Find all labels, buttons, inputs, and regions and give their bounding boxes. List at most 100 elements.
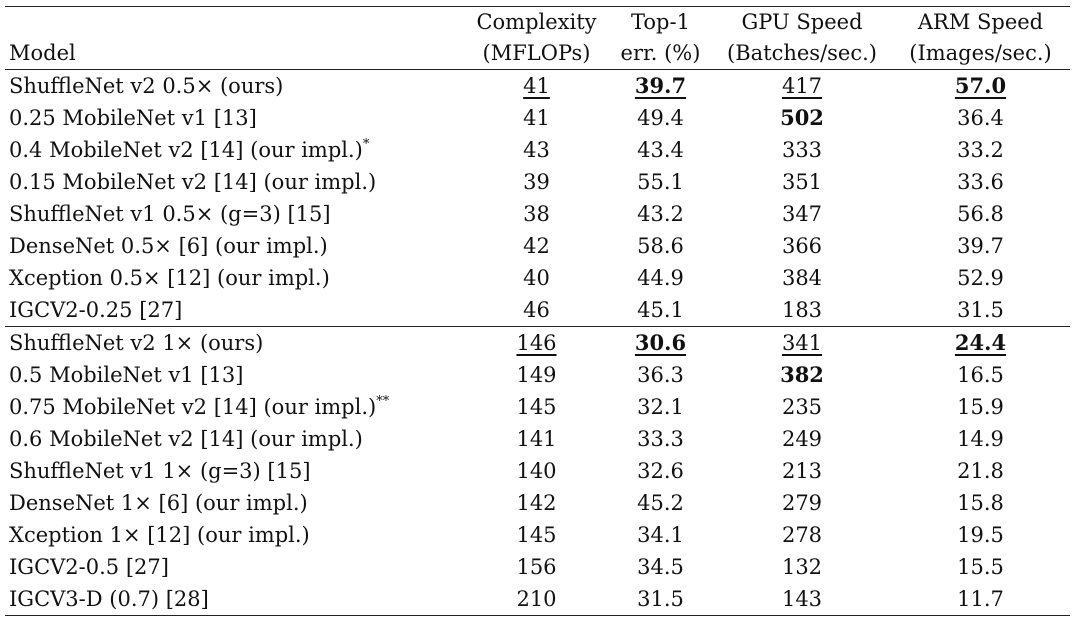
model-name: DenseNet 1× [6] (our impl.) xyxy=(9,491,308,515)
complexity-value: 149 xyxy=(516,363,557,387)
gpu-value: 417 xyxy=(781,74,823,98)
gpu-cell: 366 xyxy=(713,230,891,262)
model-name: 0.15 MobileNet v2 [14] (our impl.) xyxy=(9,170,377,194)
arm-value: 21.8 xyxy=(957,459,1004,483)
top1-cell: 32.6 xyxy=(608,455,713,487)
top1-value: 39.7 xyxy=(634,73,687,98)
complexity-value: 41 xyxy=(523,106,550,130)
table-group-0: ShuffleNet v2 0.5× (ours) 41 39.7 417 57.0 0.… xyxy=(5,69,1070,327)
arm-cell: 14.9 xyxy=(891,423,1070,455)
top1-cell: 49.4 xyxy=(608,102,713,134)
footnote-marker: ** xyxy=(376,394,390,409)
model-name-cell: IGCV3-D (0.7) [28] xyxy=(5,583,465,616)
top1-cell: 58.6 xyxy=(608,230,713,262)
top1-cell: 32.1 xyxy=(608,391,713,423)
table-row: 0.5 MobileNet v1 [13] 149 36.3 382 16.5 xyxy=(5,359,1070,391)
gpu-value: 213 xyxy=(781,459,823,483)
complexity-cell: 146 xyxy=(465,326,608,359)
model-name: 0.6 MobileNet v2 [14] (our impl.) xyxy=(9,427,363,451)
arm-value: 19.5 xyxy=(957,523,1004,547)
arm-cell: 39.7 xyxy=(891,230,1070,262)
complexity-cell: 41 xyxy=(465,69,608,102)
top1-cell: 44.9 xyxy=(608,262,713,294)
arm-value: 14.9 xyxy=(957,427,1004,451)
gpu-value: 333 xyxy=(781,138,823,162)
top1-cell: 30.6 xyxy=(608,326,713,359)
table-row: Xception 0.5× [12] (our impl.) 40 44.9 384 5… xyxy=(5,262,1070,294)
comparison-table: Model Complexity (MFLOPs) Top-1 err. (%)… xyxy=(5,6,1070,616)
model-name: Xception 1× [12] (our impl.) xyxy=(9,523,310,547)
top1-value: 43.2 xyxy=(637,202,684,226)
complexity-value: 39 xyxy=(523,170,550,194)
complexity-value: 145 xyxy=(516,523,557,547)
arm-cell: 33.6 xyxy=(891,166,1070,198)
top1-value: 45.2 xyxy=(637,491,684,515)
model-name: 0.75 MobileNet v2 [14] (our impl.) xyxy=(9,395,377,419)
complexity-value: 156 xyxy=(516,555,557,579)
table-row: ShuffleNet v2 1× (ours) 146 30.6 341 24.4 xyxy=(5,326,1070,359)
top1-value: 30.6 xyxy=(634,330,687,355)
model-name-cell: 0.25 MobileNet v1 [13] xyxy=(5,102,465,134)
model-name: ShuffleNet v2 0.5× (ours) xyxy=(9,74,284,98)
model-name-cell: DenseNet 1× [6] (our impl.) xyxy=(5,487,465,519)
arm-value: 57.0 xyxy=(954,73,1007,98)
arm-value: 36.4 xyxy=(957,106,1004,130)
model-name-cell: IGCV2-0.5 [27] xyxy=(5,551,465,583)
arm-cell: 15.9 xyxy=(891,391,1070,423)
table-row: IGCV2-0.5 [27] 156 34.5 132 15.5 xyxy=(5,551,1070,583)
complexity-value: 145 xyxy=(516,395,557,419)
complexity-cell: 41 xyxy=(465,102,608,134)
gpu-value: 366 xyxy=(781,234,823,258)
complexity-cell: 140 xyxy=(465,455,608,487)
complexity-cell: 142 xyxy=(465,487,608,519)
gpu-value: 132 xyxy=(781,555,823,579)
top1-cell: 33.3 xyxy=(608,423,713,455)
gpu-value: 278 xyxy=(781,523,823,547)
table-row: Xception 1× [12] (our impl.) 145 34.1 278 19… xyxy=(5,519,1070,551)
table-group-1: ShuffleNet v2 1× (ours) 146 30.6 341 24.4 0.5… xyxy=(5,326,1070,616)
gpu-cell: 278 xyxy=(713,519,891,551)
gpu-cell: 384 xyxy=(713,262,891,294)
arm-cell: 11.7 xyxy=(891,583,1070,616)
arm-cell: 15.8 xyxy=(891,487,1070,519)
arm-value: 11.7 xyxy=(957,587,1004,611)
complexity-value: 146 xyxy=(516,331,557,355)
complexity-cell: 141 xyxy=(465,423,608,455)
arm-value: 33.2 xyxy=(957,138,1004,162)
complexity-value: 38 xyxy=(523,202,550,226)
top1-cell: 45.2 xyxy=(608,487,713,519)
arm-cell: 15.5 xyxy=(891,551,1070,583)
table-row: ShuffleNet v2 0.5× (ours) 41 39.7 417 57.0 xyxy=(5,69,1070,102)
complexity-cell: 39 xyxy=(465,166,608,198)
top1-cell: 31.5 xyxy=(608,583,713,616)
model-name-cell: DenseNet 0.5× [6] (our impl.) xyxy=(5,230,465,262)
table-row: 0.15 MobileNet v2 [14] (our impl.) 39 55.1… xyxy=(5,166,1070,198)
model-name-cell: ShuffleNet v2 1× (ours) xyxy=(5,326,465,359)
model-name: 0.4 MobileNet v2 [14] (our impl.) xyxy=(9,138,363,162)
complexity-cell: 38 xyxy=(465,198,608,230)
table-row: 0.6 MobileNet v2 [14] (our impl.) 141 33.3… xyxy=(5,423,1070,455)
model-name: ShuffleNet v1 1× (g=3) [15] xyxy=(9,459,311,483)
table-row: IGCV2-0.25 [27] 46 45.1 183 31.5 xyxy=(5,294,1070,327)
table-row: 0.25 MobileNet v1 [13] 41 49.4 502 36.4 xyxy=(5,102,1070,134)
header-gpu-speed: GPU Speed (Batches/sec.) xyxy=(713,6,891,70)
model-name: DenseNet 0.5× [6] (our impl.) xyxy=(9,234,328,258)
gpu-cell: 341 xyxy=(713,326,891,359)
header-top1: Top-1 err. (%) xyxy=(608,6,713,70)
model-name: IGCV2-0.25 [27] xyxy=(9,298,183,322)
complexity-value: 46 xyxy=(523,298,550,322)
complexity-cell: 46 xyxy=(465,294,608,327)
model-name: Xception 0.5× [12] (our impl.) xyxy=(9,266,330,290)
top1-cell: 34.1 xyxy=(608,519,713,551)
arm-cell: 21.8 xyxy=(891,455,1070,487)
top1-value: 33.3 xyxy=(637,427,684,451)
model-name: IGCV2-0.5 [27] xyxy=(9,555,169,579)
complexity-value: 141 xyxy=(516,427,557,451)
arm-cell: 36.4 xyxy=(891,102,1070,134)
top1-value: 55.1 xyxy=(637,170,684,194)
model-name-cell: ShuffleNet v1 1× (g=3) [15] xyxy=(5,455,465,487)
arm-value: 16.5 xyxy=(957,363,1004,387)
gpu-value: 143 xyxy=(781,587,823,611)
table-row: IGCV3-D (0.7) [28] 210 31.5 143 11.7 xyxy=(5,583,1070,616)
complexity-value: 140 xyxy=(516,459,557,483)
